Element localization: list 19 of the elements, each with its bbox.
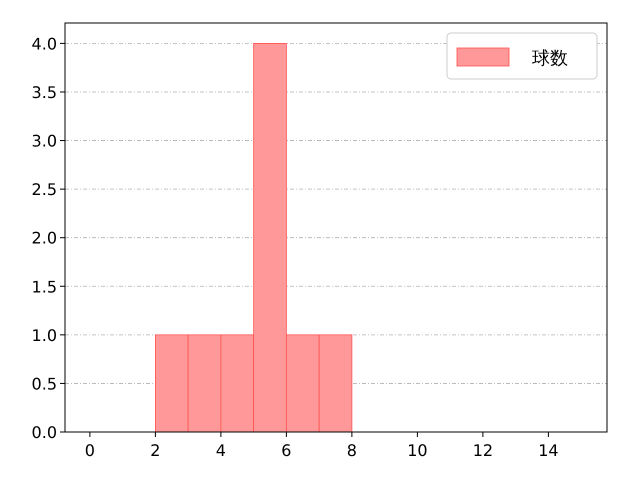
x-tick-label: 0 [84, 441, 95, 460]
y-tick-label: 0.5 [32, 374, 57, 394]
x-tick-label: 12 [472, 441, 494, 460]
x-tick-label: 2 [150, 441, 160, 460]
y-tick-label: 1.0 [32, 326, 57, 345]
x-tick-label: 8 [346, 441, 357, 460]
y-tick-label: 3.0 [32, 132, 57, 151]
y-tick-label: 2.0 [32, 228, 57, 248]
x-tick-label: 4 [216, 441, 226, 460]
legend-label: 球数 [532, 48, 568, 69]
y-tick-label: 4.0 [32, 34, 57, 54]
x-tick-label: 14 [538, 441, 559, 460]
y-tick-label: 0.0 [32, 423, 57, 442]
y-tick-label: 3.5 [32, 82, 57, 102]
x-tick-label: 10 [407, 441, 428, 460]
legend: 球数 [446, 32, 598, 80]
x-tick-label: 6 [281, 441, 292, 460]
y-tick-label: 2.5 [32, 180, 57, 200]
y-tick-label: 1.5 [32, 277, 57, 296]
